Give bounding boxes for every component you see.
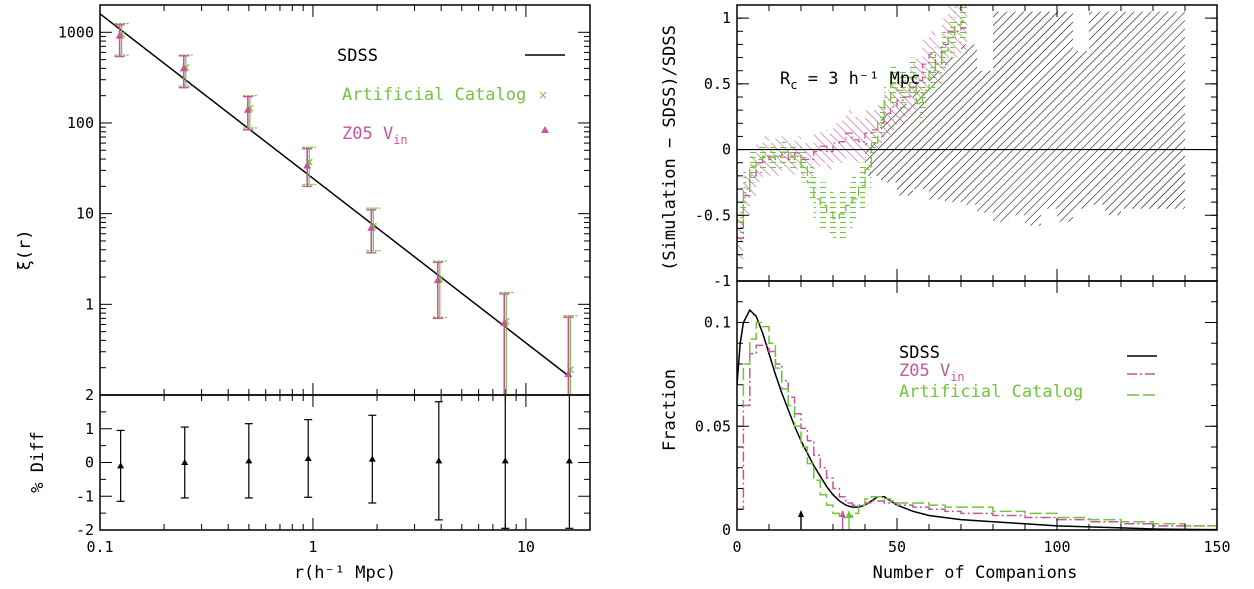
z05-point xyxy=(115,31,124,39)
xi-legend: SDSS Artificial Catalog × Z05 Vin xyxy=(337,46,565,147)
z05-point xyxy=(433,276,442,284)
legend-artificial-marker: × xyxy=(538,88,548,102)
y-tick-label: -2 xyxy=(76,521,94,539)
fraction-panel-frame xyxy=(736,280,1218,531)
y-tick-label: -1 xyxy=(76,487,94,505)
z05-point xyxy=(564,370,573,378)
z05-curve xyxy=(737,344,1217,527)
sdss-fit-line xyxy=(99,13,570,378)
x-tick-label: 100 xyxy=(1043,538,1070,556)
x-tick-label: 50 xyxy=(888,538,906,556)
companions-axis-label: Number of Companions xyxy=(873,563,1078,583)
diff-panel-data xyxy=(116,395,574,529)
legend2-artificial-label: Artificial Catalog xyxy=(899,382,1083,402)
diff-point xyxy=(304,454,312,461)
diff-panel-frame xyxy=(99,394,591,531)
y-tick-label: 0.1 xyxy=(704,314,731,332)
x-tick-label: 0 xyxy=(732,538,741,556)
diff-point xyxy=(435,457,443,464)
z05-point xyxy=(243,105,252,113)
fracdiff-panel: 1 0.5 0 -0.5 -1 (Simulation − SDSS)/SDSS Rc … xyxy=(660,4,1218,290)
artificial-band xyxy=(737,5,968,242)
y-tick-label: 10 xyxy=(76,205,94,223)
z05-point xyxy=(179,64,188,72)
y-tick-label: 0 xyxy=(85,454,94,472)
z05-point xyxy=(500,319,509,327)
diff-point xyxy=(245,457,253,464)
fraction-axis-label: Fraction xyxy=(660,369,680,451)
legend-z05-label: Z05 Vin xyxy=(342,124,408,147)
diff-point xyxy=(117,462,125,469)
rc-annotation: Rc = 3 h⁻¹ Mpc xyxy=(780,69,920,92)
legend-sdss-label: SDSS xyxy=(337,46,378,66)
diff-panel-ticks: 210-1-20.1 1 10 xyxy=(76,386,591,556)
sdss-band xyxy=(865,11,1185,226)
mean-marker-head xyxy=(839,510,846,517)
mean-marker-head xyxy=(846,510,852,517)
fraction-legend: SDSS Z05 Vin Artificial Catalog xyxy=(899,343,1157,402)
z05-median xyxy=(737,27,968,239)
legend2-sdss-label: SDSS xyxy=(899,343,940,363)
fraction-panel-ticks: 0.1 0.05 00 50 100 150 xyxy=(695,280,1231,556)
x-tick-label: 10 xyxy=(517,538,535,556)
diff-point xyxy=(501,457,509,464)
y-tick-label: 2 xyxy=(85,386,94,404)
fracdiff-bands xyxy=(737,5,1217,262)
artificial-median xyxy=(737,20,968,223)
x-tick-label: 150 xyxy=(1203,538,1230,556)
fracdiff-panel-ticks: 1 0.5 0 -0.5 -1 xyxy=(695,4,1218,290)
z05-point xyxy=(303,161,312,169)
xi-panel-ticks: 1000 100 10 1 xyxy=(58,4,591,396)
artificial-curve xyxy=(737,321,1217,527)
xi-panel-data xyxy=(99,13,578,396)
sdss-curve xyxy=(737,308,1217,530)
y-tick-label: -1 xyxy=(713,272,731,290)
y-tick-label: 100 xyxy=(67,114,94,132)
legend2-z05-label: Z05 Vin xyxy=(899,361,965,384)
y-tick-label: -0.5 xyxy=(695,206,731,224)
y-tick-label: 0.05 xyxy=(695,417,731,435)
diff-axis-label: % Diff xyxy=(28,431,48,492)
y-tick-label: 1 xyxy=(722,9,731,27)
fracdiff-axis-label: (Simulation − SDSS)/SDSS xyxy=(660,25,680,271)
y-tick-label: 0 xyxy=(722,521,731,539)
legend-artificial-label: Artificial Catalog xyxy=(342,85,526,105)
y-tick-label: 1 xyxy=(85,295,94,313)
x-tick-label: 1 xyxy=(308,538,317,556)
z05-point xyxy=(367,223,376,231)
r-axis-label: r(h⁻¹ Mpc) xyxy=(294,563,396,583)
diff-point xyxy=(181,459,189,465)
diff-point xyxy=(368,455,376,462)
x-tick-label: 0.1 xyxy=(86,538,113,556)
xi-axis-label: ξ(r) xyxy=(15,230,35,271)
fraction-curves xyxy=(737,308,1217,530)
y-tick-label: 0 xyxy=(722,141,731,159)
diff-panel: 210-1-20.1 1 10 % Diff r(h⁻¹ Mpc) xyxy=(28,386,591,583)
y-tick-label: 0.5 xyxy=(704,75,731,93)
fraction-panel: 0.1 0.05 00 50 100 150 Fraction Number of Com… xyxy=(660,280,1231,583)
legend-z05-marker xyxy=(541,126,549,133)
y-tick-label: 1 xyxy=(85,420,94,438)
xi-panel: 1000 100 10 1 ξ(r) SDSS Artificial Catalog … xyxy=(15,4,591,396)
mean-marker-head xyxy=(798,510,804,517)
diff-point xyxy=(565,457,573,464)
y-tick-label: 1000 xyxy=(58,23,94,41)
